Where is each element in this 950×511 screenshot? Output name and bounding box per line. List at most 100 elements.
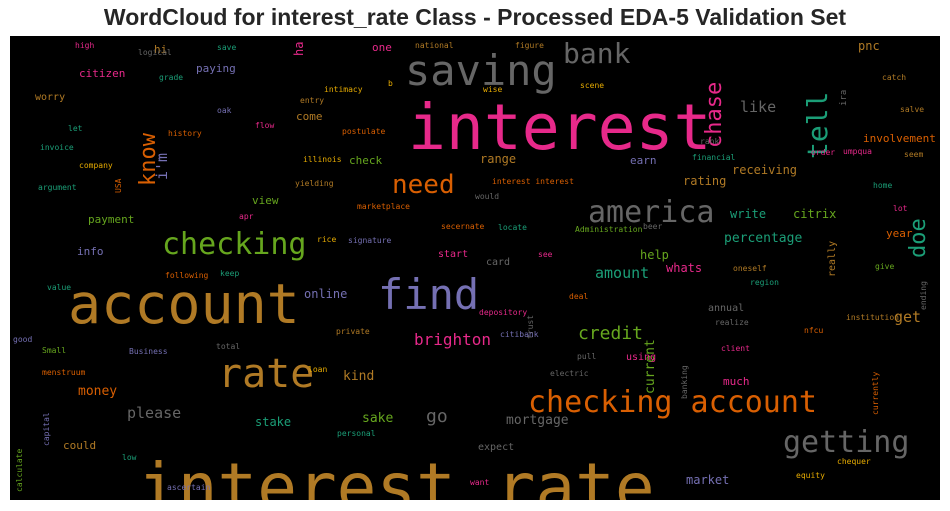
word-realize: realize [715, 318, 749, 327]
word-annual: annual [708, 303, 745, 314]
word-ending: ending [919, 280, 928, 310]
word-ascertain: ascertain [167, 483, 211, 492]
word-oak: oak [217, 106, 232, 115]
word-interest-rate: interest rate [138, 449, 655, 501]
word-high: high [75, 41, 95, 50]
word-secernate: secernate [441, 222, 485, 231]
word-beer: beer [643, 222, 663, 231]
word-keep: keep [220, 269, 240, 278]
word-scene: scene [580, 81, 605, 90]
word-lot: lot [893, 204, 908, 213]
word-personal: personal [337, 429, 376, 438]
word-financial: financial [692, 153, 736, 162]
word-salve: salve [900, 105, 925, 114]
word-start: start [438, 249, 469, 260]
word-order: order [811, 148, 836, 157]
word-ira: ira [839, 89, 849, 107]
word-give: give [875, 262, 895, 271]
word-region: region [750, 278, 779, 287]
word-postulate: postulate [342, 127, 386, 136]
word-loan: loan [308, 365, 328, 374]
word-checking-account: checking account [528, 385, 817, 420]
word-logical: logical [138, 48, 172, 57]
word-bank: bank [563, 37, 631, 70]
word-usa: USA [114, 178, 123, 194]
word-find: find [378, 270, 480, 319]
word-online: online [304, 287, 348, 301]
word-grade: grade [159, 73, 184, 82]
word-wise: wise [483, 85, 503, 94]
word-locate: locate [498, 223, 527, 232]
word-client: client [721, 344, 750, 353]
word-come: come [296, 110, 323, 123]
word-money: money [78, 384, 118, 399]
word-let: let [68, 124, 83, 133]
word-paying: paying [196, 62, 236, 75]
word-equity: equity [796, 471, 825, 480]
word-percentage: percentage [724, 231, 803, 246]
word-help: help [640, 248, 669, 262]
word-low: low [122, 453, 137, 462]
word-pnc: pnc [858, 39, 880, 53]
word-chequer: chequer [837, 457, 871, 466]
word-administration: Administration [575, 225, 643, 234]
word-invoice: invoice [40, 143, 74, 152]
word-interest-interest: interest interest [492, 177, 574, 186]
word-capital: capital [42, 411, 51, 446]
word-intimacy: intimacy [324, 85, 363, 94]
word-receiving: receiving [732, 163, 798, 177]
word-kind: kind [343, 369, 375, 384]
word-saving: saving [405, 46, 557, 95]
word-checking: checking [162, 227, 307, 262]
page-title: WordCloud for interest_rate Class - Proc… [103, 4, 847, 30]
word-national: national [415, 41, 454, 50]
word-write: write [730, 207, 767, 221]
word-save: save [217, 43, 237, 52]
word-would: would [475, 192, 500, 201]
word-please: please [127, 404, 182, 422]
word-mortgage: mortgage [506, 413, 569, 428]
word-i-m: i'm [153, 152, 171, 180]
word-stake: stake [255, 415, 292, 429]
word-ha: ha [292, 41, 306, 57]
word-electric: electric [550, 369, 589, 378]
word-good: good [13, 335, 33, 344]
word-business: Business [129, 347, 168, 356]
word-amount: amount [595, 264, 650, 282]
word-deal: deal [569, 292, 589, 301]
word-institution: institution [846, 313, 899, 322]
word-go: go [426, 406, 448, 427]
word-using: using [626, 352, 657, 363]
word-info: info [77, 245, 104, 258]
word-see: see [538, 250, 553, 259]
word-nfcu: nfcu [804, 326, 824, 335]
word-rice: rice [317, 235, 337, 244]
word-much: much [723, 375, 750, 388]
word-seem: seem [904, 150, 924, 159]
word-earn: earn [630, 154, 657, 167]
word-oneself: oneself [733, 264, 767, 273]
word-argument: argument [38, 183, 77, 192]
word-umpqua: umpqua [843, 147, 872, 156]
word-really: really [827, 240, 838, 277]
word-citizen: citizen [79, 67, 126, 80]
word-total: total [216, 342, 241, 351]
word-card: card [486, 257, 511, 268]
word-payment: payment [88, 213, 135, 226]
word-catch: catch [882, 73, 907, 82]
word-illinois: illinois [303, 155, 342, 164]
word-history: history [168, 129, 202, 138]
word-hi: hi [154, 43, 168, 56]
word-depository: depository [479, 308, 528, 317]
word-marketplace: marketplace [357, 202, 410, 211]
word-private: private [336, 327, 370, 336]
word-banking: banking [680, 364, 689, 399]
word-view: view [252, 194, 279, 207]
word-interest: interest [408, 91, 712, 164]
word-expect: expect [478, 442, 515, 453]
word-citibank: citibank [500, 330, 539, 339]
word-apr: apr [239, 212, 254, 221]
word-flow: flow [255, 121, 275, 130]
word-currently: currently [871, 371, 880, 416]
word-rate: rate [218, 351, 315, 397]
